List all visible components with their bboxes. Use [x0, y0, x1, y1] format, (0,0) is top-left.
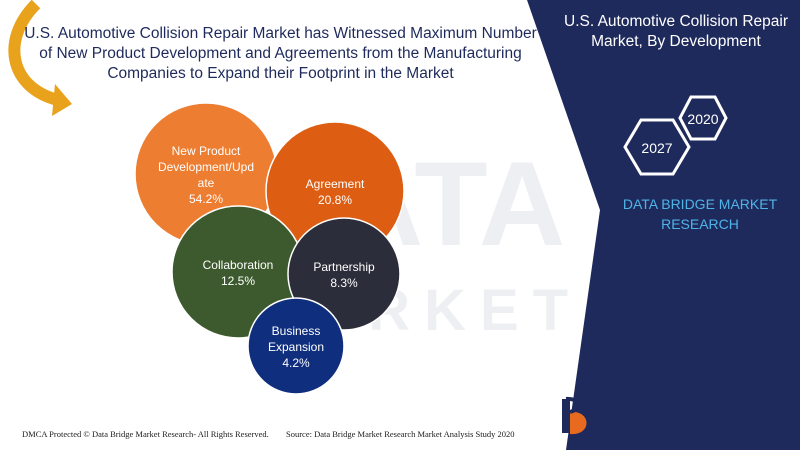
- bubble-value-label: 4.2%: [282, 356, 310, 370]
- bubble-category-label: Collaboration: [203, 258, 274, 272]
- bubble-partnership-label: Partnership 8.3%: [313, 260, 375, 290]
- bubble-category-label: Partnership: [313, 260, 375, 274]
- bubble-business-expansion: [247, 297, 345, 395]
- bubble-category-label: New Product: [172, 144, 241, 158]
- panel-title: U.S. Automotive Collision Repair Market,…: [564, 13, 788, 50]
- panel-brand: DATA BRIDGE MARKET RESEARCH: [622, 196, 778, 232]
- logo-main: DATA BRIDGE: [596, 402, 701, 419]
- bubble-collaboration-label: Collaboration 12.5%: [203, 258, 274, 288]
- curved-arrow-icon: [8, 0, 72, 116]
- bubble-category-label: Development/Upd: [158, 160, 254, 174]
- hexagon-2027: [623, 118, 691, 176]
- bubble-category-label: Expansion: [268, 340, 324, 354]
- bubble-value-label: 20.8%: [318, 193, 352, 207]
- bubble-category-label: ate: [198, 176, 215, 190]
- headline: U.S. Automotive Collision Repair Market …: [24, 25, 537, 82]
- logo-sub: MARKET RESEARCH: [596, 420, 706, 427]
- bubble-value-label: 12.5%: [221, 274, 255, 288]
- year-2020: 2020: [687, 111, 718, 127]
- logo-wordmark: DATA BRIDGE MARKET RESEARCH: [596, 403, 706, 429]
- bubble-agreement-label: Agreement 20.8%: [306, 177, 365, 207]
- hexagon-2020: [678, 95, 728, 141]
- data-bridge-logo-icon: [562, 396, 587, 435]
- right-panel: [527, 0, 800, 450]
- year-2027: 2027: [641, 140, 672, 156]
- bubble-category-label: Business: [272, 324, 321, 338]
- bubble-new-product-development-label: New Product Development/Upd ate 54.2%: [158, 144, 254, 206]
- copyright-text: DMCA Protected © Data Bridge Market Rese…: [22, 429, 269, 439]
- year-badges: 2020 2027: [623, 95, 728, 176]
- source-text: Source: Data Bridge Market Research Mark…: [286, 429, 515, 439]
- bubble-category-label: Agreement: [306, 177, 365, 191]
- bubble-value-label: 8.3%: [330, 276, 358, 290]
- bubble-business-expansion-label: Business Expansion 4.2%: [268, 324, 324, 370]
- bubble-value-label: 54.2%: [189, 192, 223, 206]
- bubble-chart: New Product Development/Upd ate 54.2% Agreem…: [134, 102, 405, 395]
